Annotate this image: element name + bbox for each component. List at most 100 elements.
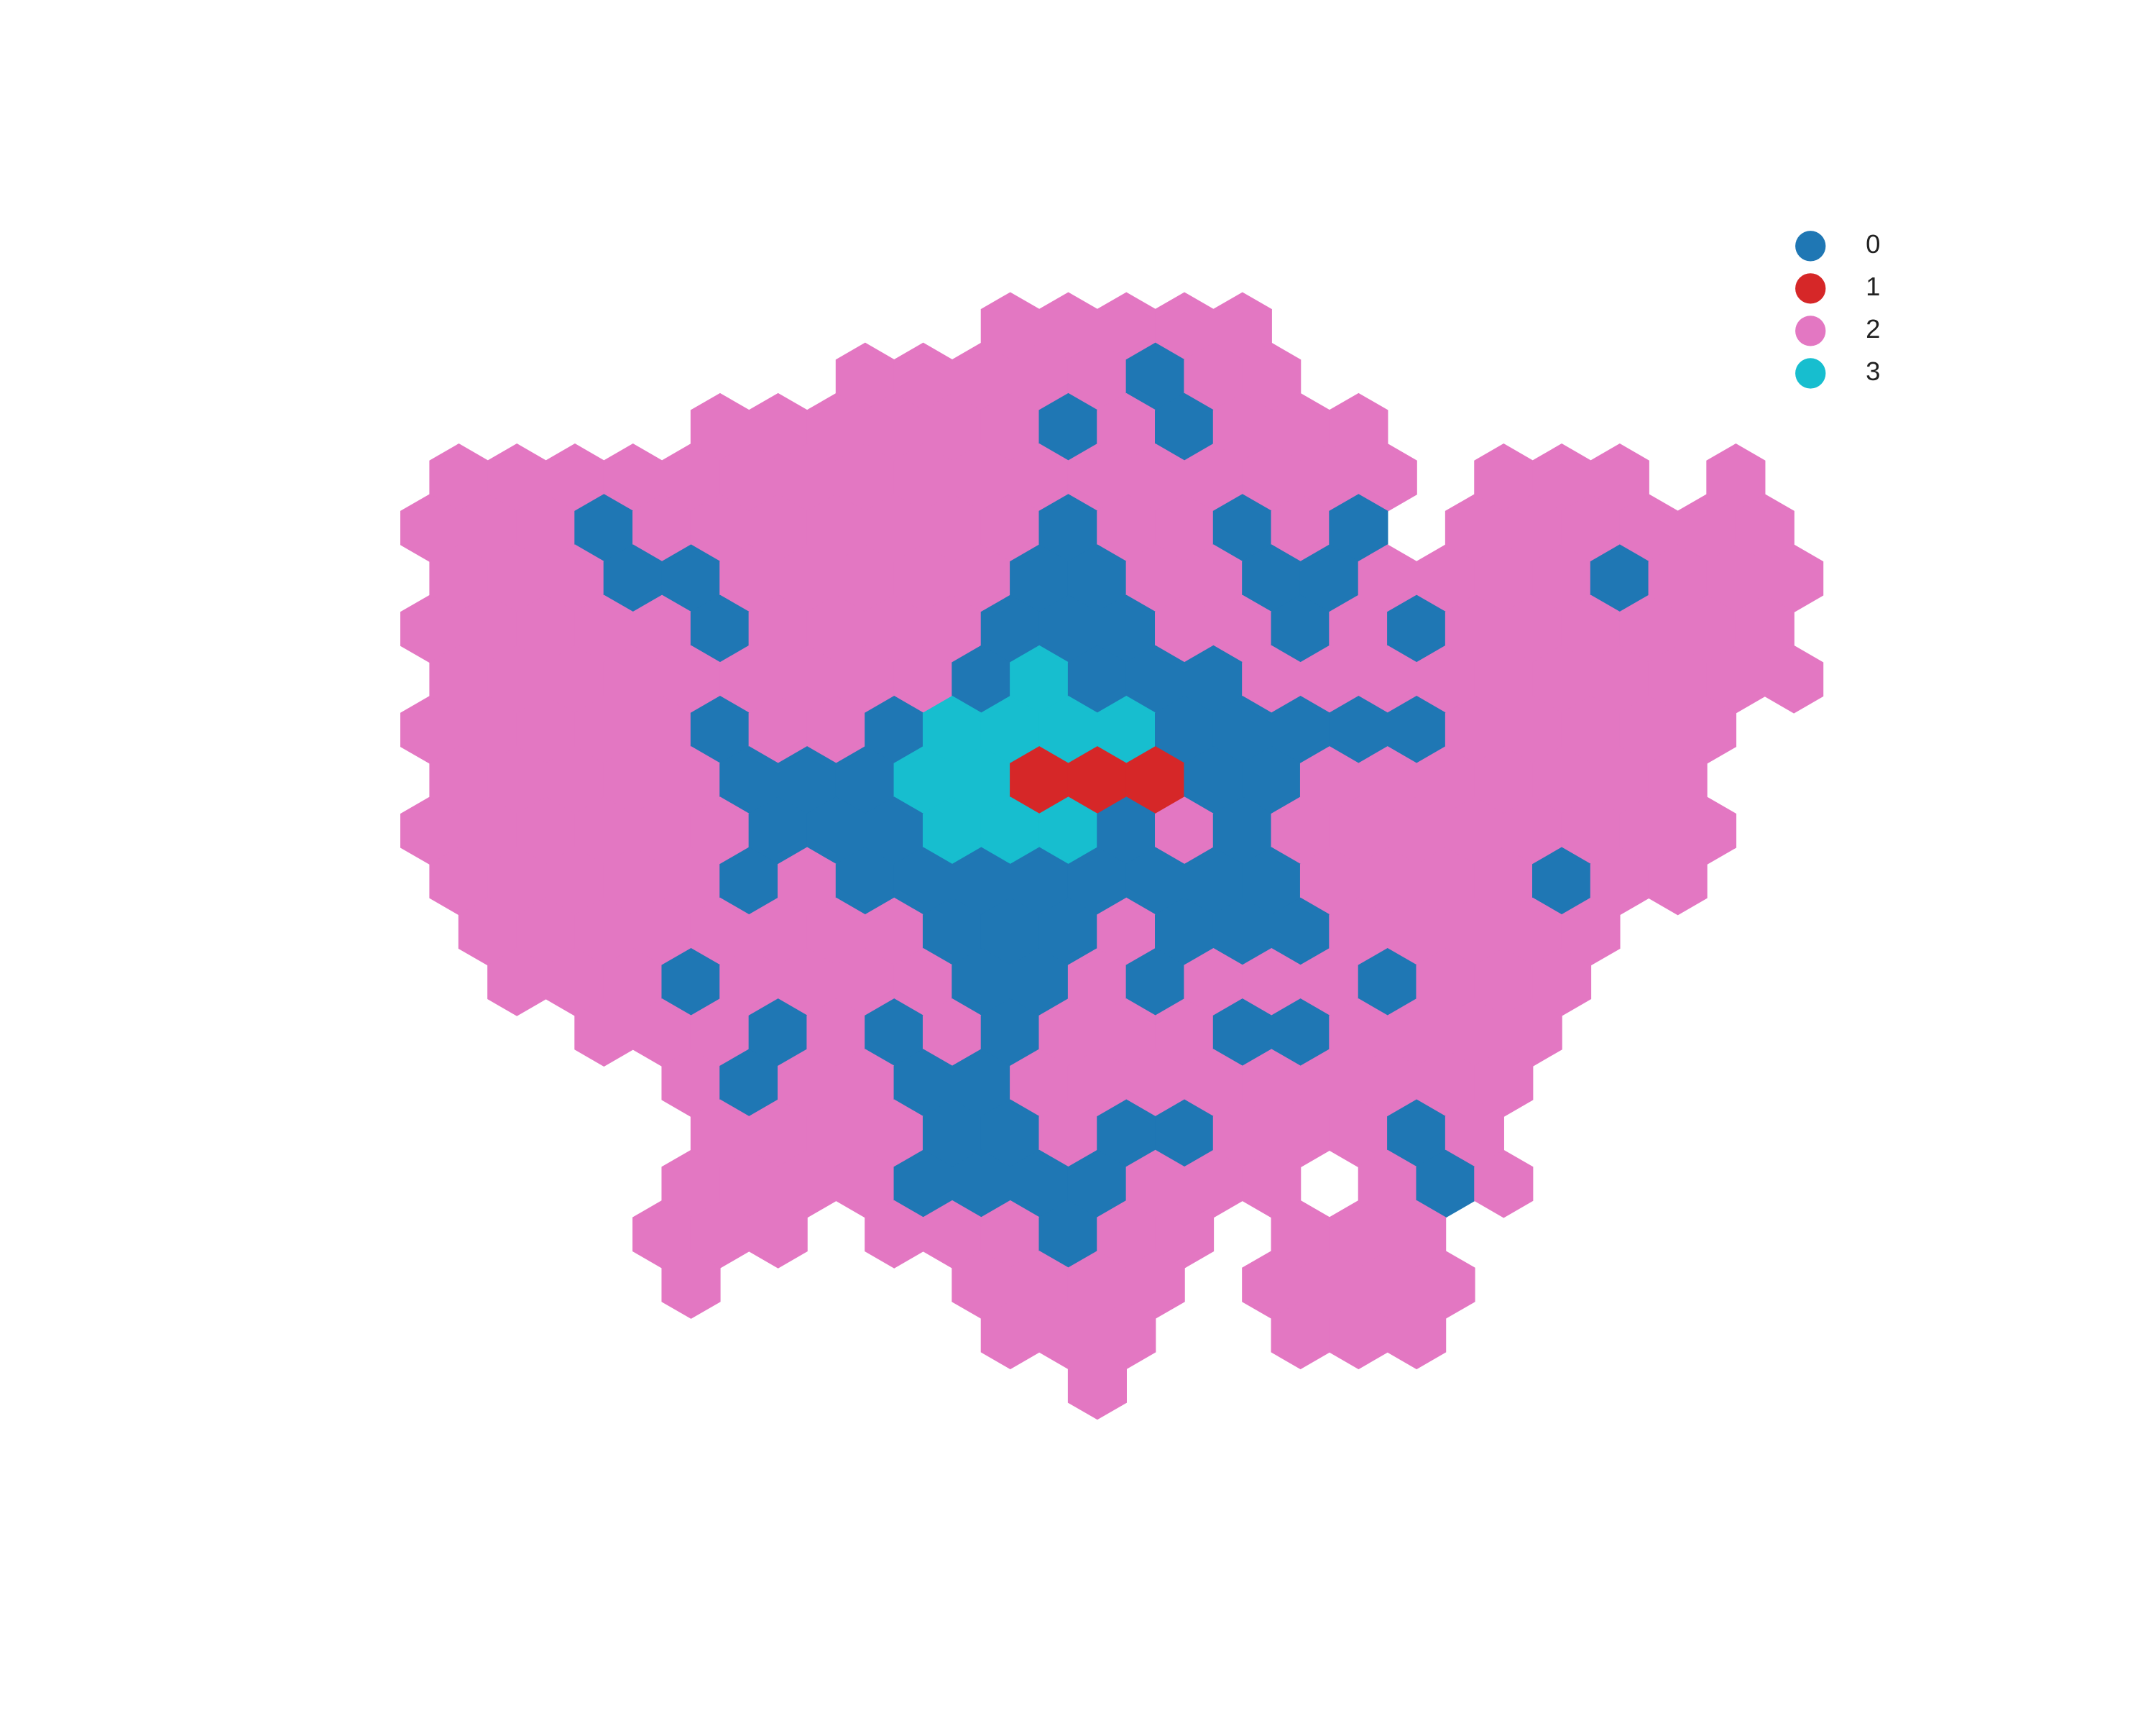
hex-cell (835, 1149, 895, 1218)
hex-cell (1242, 1251, 1302, 1319)
hex-cell (893, 443, 953, 512)
hex-cell (1271, 695, 1330, 764)
legend-label: 3 (1866, 356, 1880, 386)
hex-cell (690, 1099, 750, 1168)
hex-cell (1329, 695, 1388, 764)
hex-cell (1561, 897, 1621, 966)
hex-cell (1474, 847, 1534, 916)
hex-cell (1271, 796, 1330, 865)
hex-cell (1387, 1099, 1447, 1168)
hex-cell (778, 1149, 837, 1218)
hex-cell (778, 947, 837, 1016)
hex-cell (1184, 746, 1243, 814)
hex-cell (1125, 645, 1185, 714)
hex-cell (952, 645, 1011, 714)
hex-cell (1561, 695, 1621, 764)
hex-cell (922, 494, 982, 563)
hex-cell (545, 645, 605, 714)
hex-cell (1590, 443, 1649, 512)
hex-cell (952, 1251, 1011, 1319)
hex-cell (1155, 392, 1215, 461)
hex-cell (1474, 947, 1534, 1016)
hex-cell (1503, 695, 1562, 764)
hex-cell (1329, 998, 1388, 1067)
hex-cell (922, 897, 982, 966)
hex-cell (1097, 998, 1156, 1067)
hex-cell (1067, 342, 1127, 411)
hex-cell (1590, 544, 1649, 613)
hex-cell (893, 342, 953, 411)
hex-cell (1474, 746, 1534, 814)
hex-cell (1097, 695, 1156, 764)
hex-cell (1329, 796, 1388, 865)
hex-cell (748, 1200, 808, 1269)
hex-cell (1125, 1149, 1185, 1218)
hex-cell (1038, 796, 1098, 865)
hex-cell (1067, 645, 1127, 714)
hex-cell (632, 897, 692, 966)
hex-cell (690, 897, 750, 966)
hex-cell (748, 897, 808, 966)
hex-cell (1474, 443, 1534, 512)
hex-cell (719, 847, 779, 916)
hex-cell (603, 947, 663, 1016)
legend-marker (1795, 316, 1826, 346)
hex-cell (1503, 594, 1562, 663)
hex-cell (835, 1049, 895, 1118)
hex-cell (778, 645, 837, 714)
hex-cell (1010, 1149, 1069, 1218)
hex-cell (952, 544, 1011, 613)
hex-cell (835, 746, 895, 814)
hex-cell (1184, 443, 1243, 512)
hex-cell (1532, 443, 1592, 512)
hex-cell (1010, 342, 1069, 411)
hex-cell (1329, 494, 1388, 563)
legend-label: 1 (1866, 272, 1880, 301)
hex-cell (1329, 897, 1388, 966)
hex-cell (545, 544, 605, 613)
hex-cell (1358, 1251, 1417, 1319)
hex-cell (893, 544, 953, 613)
hex-cell (778, 847, 837, 916)
hex-cell (806, 594, 866, 663)
hex-cell (1097, 392, 1156, 461)
hex-cell (1271, 897, 1330, 966)
hex-cell (1184, 847, 1243, 916)
hex-cell (1299, 645, 1360, 714)
hex-cell (893, 947, 953, 1016)
hex-cell (1155, 292, 1215, 361)
hex-cell (1212, 897, 1272, 966)
hex-cell (545, 443, 605, 512)
hex-cell (574, 998, 634, 1067)
hex-cell (1038, 695, 1098, 764)
hex-cell (922, 594, 982, 663)
hex-cell (1155, 1099, 1215, 1168)
hex-cell (487, 746, 547, 814)
hex-cell (661, 1149, 721, 1218)
hex-cell (1067, 1149, 1127, 1218)
hex-cell (778, 746, 837, 814)
hex-cell (1212, 594, 1272, 663)
hex-cell (400, 494, 460, 563)
hex-cell (1764, 645, 1824, 714)
hex-cell (1097, 494, 1156, 563)
hex-cell (835, 847, 895, 916)
hex-cell (719, 1049, 779, 1118)
hex-cell (487, 645, 547, 714)
hex-cell (1358, 947, 1417, 1016)
hex-cell (1445, 897, 1504, 966)
hex-cell (835, 947, 895, 1016)
hex-cell (1387, 695, 1447, 764)
hex-cell (1387, 594, 1447, 663)
hex-cell (1010, 746, 1069, 814)
hex-cell (1038, 897, 1098, 966)
hex-cell (835, 342, 895, 411)
hex-cell (1677, 796, 1737, 865)
hex-cell (748, 1099, 808, 1168)
hex-cell (1155, 594, 1215, 663)
legend-marker (1795, 273, 1826, 304)
hex-cell (806, 1099, 866, 1168)
hex-cell (922, 1200, 982, 1269)
hex-cell (1242, 544, 1302, 613)
hex-cell (1329, 1200, 1388, 1269)
